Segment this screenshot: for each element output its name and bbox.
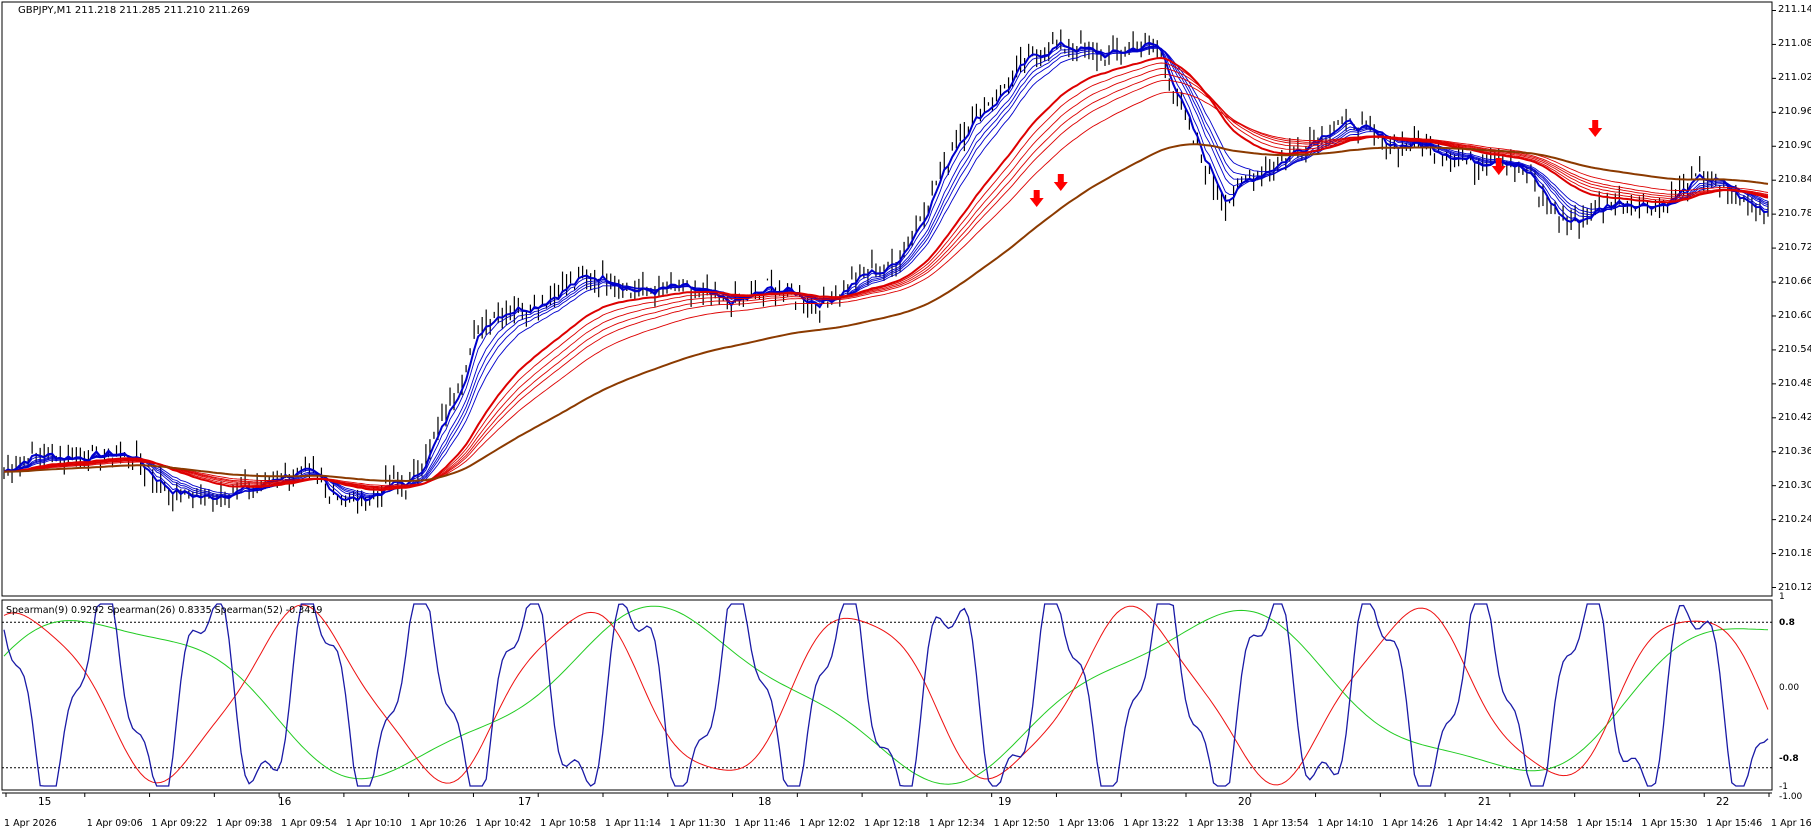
spearman-9-line bbox=[3, 603, 1769, 787]
fast-ma-line bbox=[3, 40, 1769, 502]
spearman-52-line bbox=[3, 605, 1769, 785]
main-pane-frame bbox=[1, 1, 1773, 597]
time-tick-label: 1 Apr 15:46 bbox=[1706, 818, 1763, 829]
price-tick-label: 210.905 bbox=[1778, 140, 1811, 152]
time-tick-label: 1 Apr 2026 bbox=[4, 818, 57, 829]
time-tick-label: 1 Apr 10:58 bbox=[540, 818, 597, 829]
slow-ma-line bbox=[3, 62, 1769, 490]
time-tick-label: 1 Apr 14:58 bbox=[1511, 818, 1568, 829]
time-tick-label: 1 Apr 09:54 bbox=[281, 818, 338, 829]
time-tick-label: 1 Apr 12:18 bbox=[864, 818, 921, 829]
time-tick-label: 1 Apr 14:42 bbox=[1447, 818, 1504, 829]
slow-ma-line bbox=[3, 91, 1769, 486]
indicator-tick-label: 0.00 bbox=[1779, 683, 1800, 693]
indicator-pane-frame bbox=[1, 599, 1773, 791]
indicator-tick-label: 0.8 bbox=[1779, 618, 1795, 629]
time-tick-label: 1 Apr 10:10 bbox=[345, 818, 402, 829]
price-tick-label: 210.665 bbox=[1778, 276, 1811, 288]
price-tick-label: 210.785 bbox=[1778, 208, 1811, 220]
price-tick-label: 210.185 bbox=[1778, 547, 1811, 559]
time-tick-label: 1 Apr 13:22 bbox=[1123, 818, 1180, 829]
fast-ma-line bbox=[3, 44, 1769, 500]
price-tick-label: 210.485 bbox=[1778, 377, 1811, 389]
time-tick-label: 1 Apr 11:14 bbox=[605, 818, 661, 829]
price-tick-label: 210.545 bbox=[1778, 343, 1811, 355]
sell-arrow-icon bbox=[1053, 174, 1068, 191]
price-tick-label: 210.425 bbox=[1778, 411, 1811, 423]
time-tick-label: 1 Apr 14:26 bbox=[1382, 818, 1439, 829]
time-tick-label: 1 Apr 10:42 bbox=[475, 818, 532, 829]
price-tick-label: 210.305 bbox=[1778, 479, 1811, 491]
price-tick-label: 210.725 bbox=[1778, 242, 1811, 254]
price-tick-label: 211.085 bbox=[1778, 38, 1811, 50]
indicator-tick-label: 1 bbox=[1779, 592, 1785, 602]
time-tick-label: 1 Apr 12:50 bbox=[993, 818, 1050, 829]
time-tick-label: 1 Apr 13:38 bbox=[1188, 818, 1244, 829]
time-tick-label: 1 Apr 15:14 bbox=[1576, 818, 1633, 829]
indicator-tick-label: -1.00 bbox=[1779, 792, 1803, 802]
day-tick-label: 17 bbox=[518, 796, 532, 808]
time-tick-label: 1 Apr 14:10 bbox=[1317, 818, 1374, 829]
slow-ma-line bbox=[3, 73, 1769, 489]
slow-ma-line bbox=[3, 68, 1769, 489]
day-tick-label: 20 bbox=[1238, 796, 1252, 808]
price-tick-label: 210.245 bbox=[1778, 513, 1811, 525]
symbol-header: GBPJPY,M1 211.218 211.285 211.210 211.26… bbox=[18, 5, 250, 16]
time-tick-label: 1 Apr 09:06 bbox=[86, 818, 143, 829]
time-tick-label: 1 Apr 10:26 bbox=[410, 818, 467, 829]
day-tick-label: 22 bbox=[1716, 796, 1730, 808]
time-tick-label: 1 Apr 09:38 bbox=[216, 818, 273, 829]
time-tick-label: 1 Apr 12:02 bbox=[799, 818, 856, 829]
price-tick-label: 210.845 bbox=[1778, 174, 1811, 186]
day-tick-label: 19 bbox=[998, 796, 1012, 808]
time-tick-label: 1 Apr 09:22 bbox=[151, 818, 208, 829]
indicator-tick-label: -0.8 bbox=[1779, 753, 1799, 764]
price-tick-label: 210.125 bbox=[1778, 581, 1811, 593]
price-tick-label: 210.965 bbox=[1778, 106, 1811, 118]
day-tick-label: 16 bbox=[278, 796, 292, 808]
sell-arrow-icon bbox=[1491, 158, 1506, 175]
indicator-header: Spearman(9) 0.9292 Spearman(26) 0.8335 S… bbox=[6, 605, 323, 616]
sell-arrow-icon bbox=[1588, 120, 1603, 137]
fast-ma-line bbox=[3, 46, 1769, 496]
sell-arrow-icon bbox=[1029, 190, 1044, 207]
price-tick-label: 210.365 bbox=[1778, 445, 1811, 457]
day-tick-label: 18 bbox=[758, 796, 772, 808]
time-tick-label: 1 Apr 11:46 bbox=[734, 818, 791, 829]
time-tick-label: 1 Apr 11:30 bbox=[669, 818, 726, 829]
price-tick-label: 211.025 bbox=[1778, 72, 1811, 84]
indicator-tick-label: -1 bbox=[1779, 782, 1788, 792]
day-tick-label: 21 bbox=[1478, 796, 1492, 808]
time-tick-label: 1 Apr 16:02 bbox=[1771, 818, 1811, 829]
spearman-26-line bbox=[3, 604, 1769, 786]
time-tick-label: 1 Apr 12:34 bbox=[928, 818, 985, 829]
slow-ma-line bbox=[3, 79, 1769, 488]
fast-ma-line bbox=[3, 47, 1769, 495]
long-ma-line bbox=[3, 143, 1769, 483]
fast-ma-line bbox=[3, 46, 1769, 497]
day-tick-label: 15 bbox=[38, 796, 52, 808]
time-tick-label: 1 Apr 13:54 bbox=[1252, 818, 1309, 829]
price-tick-label: 210.605 bbox=[1778, 309, 1811, 321]
price-tick-label: 211.145 bbox=[1778, 4, 1811, 16]
time-tick-label: 1 Apr 15:30 bbox=[1641, 818, 1698, 829]
time-tick-label: 1 Apr 13:06 bbox=[1058, 818, 1115, 829]
